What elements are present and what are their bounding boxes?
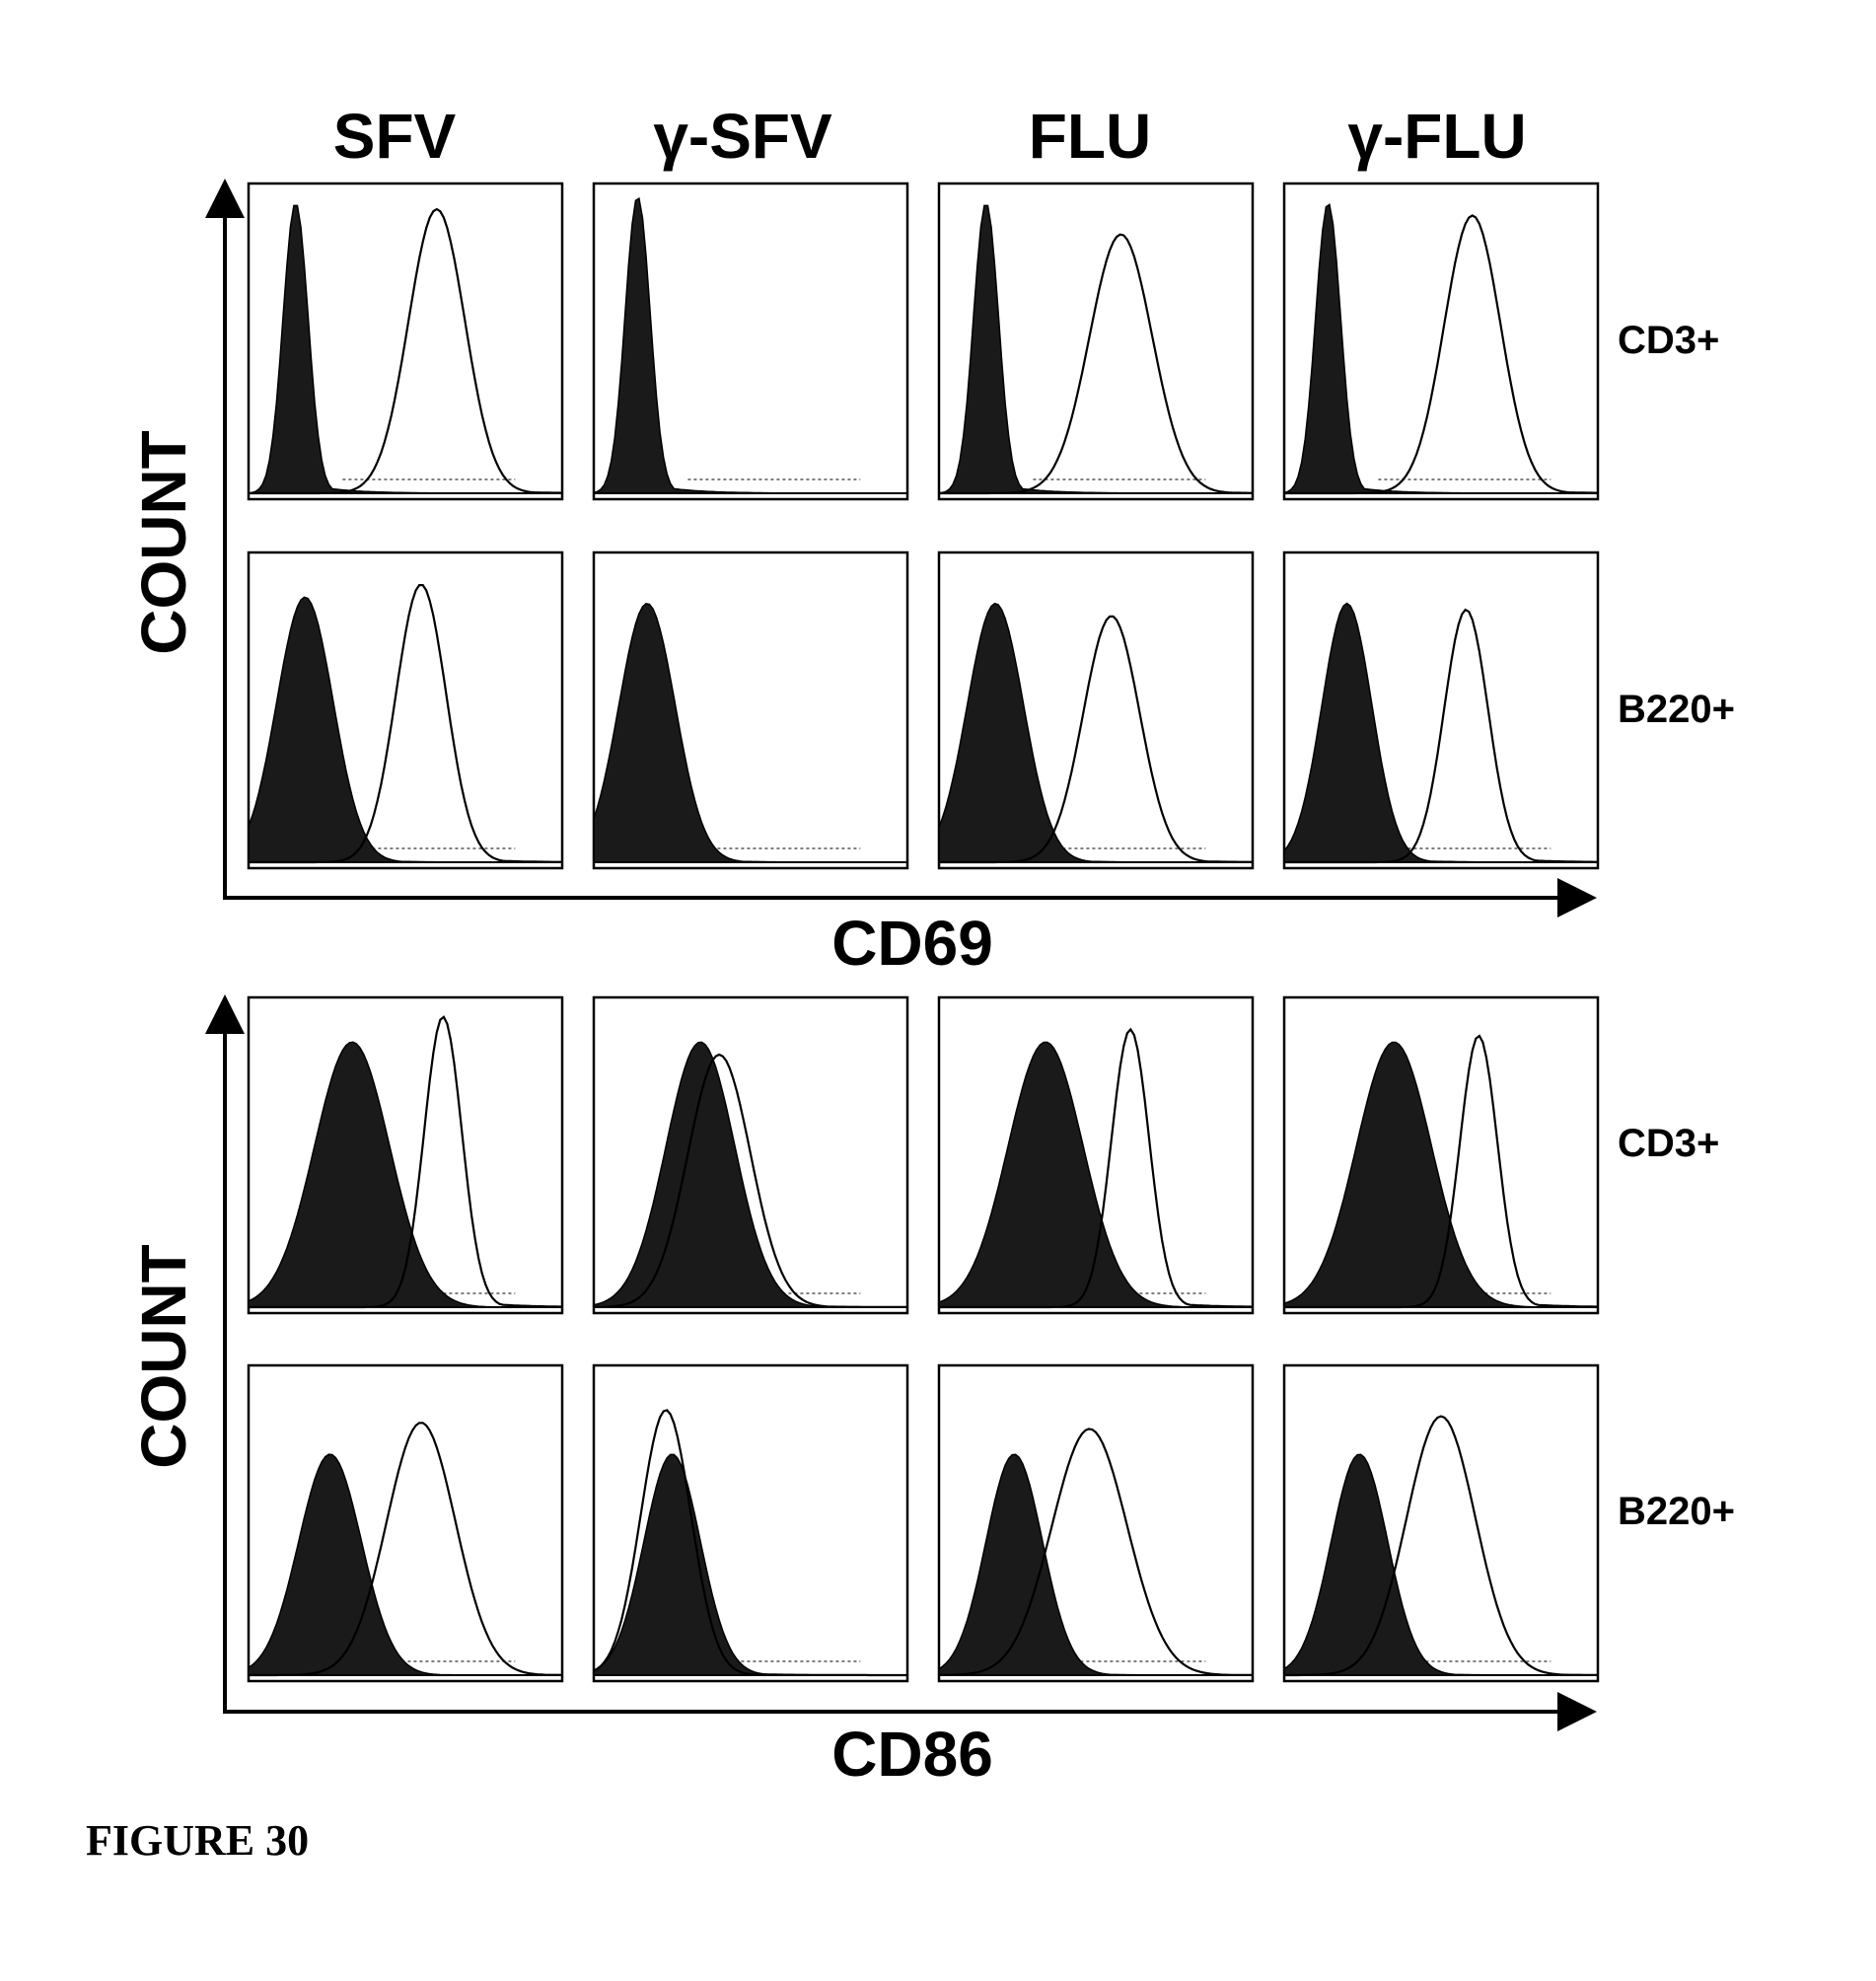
figure-caption: FIGURE 30 <box>86 1816 309 1865</box>
cd69-panel-cd3-flu <box>939 183 1253 499</box>
cd69-histogram-panels <box>249 183 1598 868</box>
cd69-panel-b220-flu <box>939 552 1253 868</box>
column-header-flu: FLU <box>1029 101 1151 172</box>
cd86-row-label-cd3: CD3+ <box>1618 1122 1719 1165</box>
cd69-panel-cd3-flu-filled-histogram <box>939 205 1253 493</box>
cd86-histogram-panels <box>249 997 1598 1681</box>
cd86-panel-cd3-gamma-flu <box>1284 997 1598 1313</box>
cd69-y-axis-label: COUNT <box>128 430 199 655</box>
cd69-panel-cd3-gamma-sfv <box>594 183 907 499</box>
cd86-x-axis-label: CD86 <box>831 1719 993 1790</box>
cd69-row-label-b220: B220+ <box>1618 688 1735 731</box>
cd86-panel-b220-flu-filled-histogram <box>939 1454 1253 1675</box>
cd86-y-axis-label: COUNT <box>128 1244 199 1469</box>
cd86-panel-b220-sfv <box>249 1365 562 1681</box>
cd86-panel-b220-sfv-filled-histogram <box>249 1454 562 1675</box>
column-headers: SFV γ-SFV FLU γ-FLU <box>333 101 1527 172</box>
cd69-panel-cd3-sfv-filled-histogram <box>249 205 562 493</box>
cd69-panel-cd3-sfv <box>249 183 562 499</box>
column-header-sfv: SFV <box>333 101 457 172</box>
cd69-row-label-cd3: CD3+ <box>1618 319 1719 362</box>
cd86-panel-cd3-flu <box>939 997 1253 1313</box>
cd86-panel-b220-flu <box>939 1365 1253 1681</box>
cd86-panel-cd3-gamma-sfv-filled-histogram <box>594 1042 907 1307</box>
cd86-panel-cd3-gamma-sfv <box>594 997 907 1313</box>
cd86-panel-b220-gamma-flu <box>1284 1365 1598 1681</box>
cd69-panel-cd3-gamma-flu <box>1284 183 1598 499</box>
cd69-panel-b220-gamma-sfv <box>594 552 907 868</box>
cd69-panel-block: COUNT CD69 CD3+ B220+ <box>128 183 1735 979</box>
cd86-panel-b220-gamma-flu-filled-histogram <box>1284 1454 1598 1675</box>
cd69-panel-cd3-gamma-sfv-filled-histogram <box>594 198 907 493</box>
cd69-panel-b220-gamma-sfv-filled-histogram <box>594 604 907 862</box>
cd86-panel-cd3-flu-filled-histogram <box>939 1042 1253 1307</box>
cd69-panel-b220-gamma-flu <box>1284 552 1598 868</box>
cd86-panel-b220-gamma-sfv <box>594 1365 907 1681</box>
cd69-panel-b220-sfv <box>249 552 562 868</box>
cd86-panel-block: COUNT CD86 CD3+ B220+ <box>128 997 1735 1790</box>
column-header-gamma-sfv: γ-SFV <box>653 101 832 172</box>
cd86-panel-cd3-sfv <box>249 997 562 1313</box>
column-header-gamma-flu: γ-FLU <box>1347 101 1526 172</box>
cd86-panel-b220-gamma-sfv-filled-histogram <box>594 1454 907 1675</box>
cd86-row-label-b220: B220+ <box>1618 1490 1735 1533</box>
cd69-x-axis-label: CD69 <box>831 908 993 979</box>
cd69-panel-b220-flu-filled-histogram <box>939 604 1253 862</box>
